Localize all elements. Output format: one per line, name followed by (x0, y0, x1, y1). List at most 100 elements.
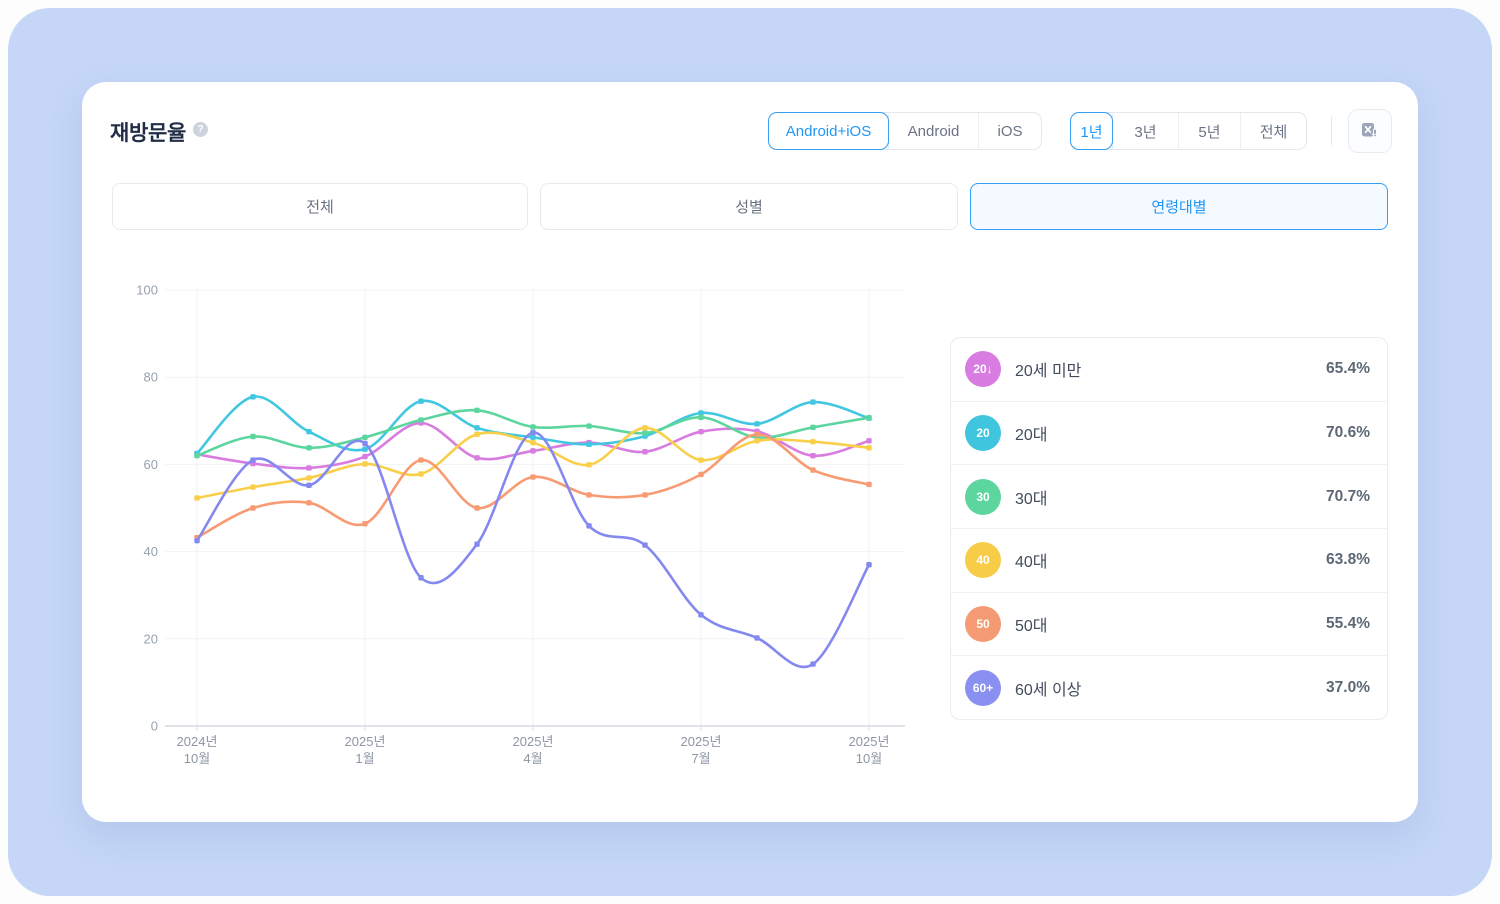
legend-row[interactable]: 60+ 60세 이상 37.0% (951, 655, 1387, 719)
data-point-marker[interactable] (530, 448, 536, 454)
data-point-marker[interactable] (810, 439, 816, 445)
legend-value: 70.6% (1326, 424, 1370, 441)
legend-value: 55.4% (1326, 615, 1370, 633)
data-point-marker[interactable] (754, 438, 760, 444)
data-point-marker[interactable] (418, 457, 424, 463)
data-point-marker[interactable] (362, 453, 368, 460)
data-point-marker[interactable] (642, 425, 648, 431)
data-point-marker[interactable] (306, 482, 312, 489)
data-point-marker[interactable] (642, 449, 648, 455)
data-point-marker[interactable] (866, 481, 872, 488)
data-point-marker[interactable] (586, 492, 592, 498)
x-axis-tick-label: 2025년 10월 (849, 734, 890, 766)
age-group-legend-panel: 20↓ 20세 미만 65.4% 20 20대 70.6% 30 30대 70.7% 40 40대 6… (950, 337, 1388, 720)
data-point-marker[interactable] (754, 431, 760, 438)
data-point-marker[interactable] (250, 484, 256, 490)
data-point-marker[interactable] (250, 394, 256, 400)
data-point-marker[interactable] (362, 446, 368, 452)
legend-row[interactable]: 30 30대 70.7% (951, 464, 1387, 528)
data-point-marker[interactable] (698, 414, 704, 421)
data-point-marker[interactable] (866, 561, 872, 568)
data-point-marker[interactable] (194, 538, 200, 544)
y-axis-tick-label: 0 (151, 719, 158, 734)
data-point-marker[interactable] (418, 471, 424, 477)
data-point-marker[interactable] (698, 471, 704, 478)
data-point-marker[interactable] (306, 500, 312, 506)
legend-label: 50대 (1015, 618, 1048, 636)
data-point-marker[interactable] (194, 452, 200, 459)
data-point-marker[interactable] (810, 424, 816, 431)
tab-period-3년[interactable]: 3년 (1112, 113, 1178, 149)
legend-row[interactable]: 20↓ 20세 미만 65.4% (951, 338, 1387, 401)
data-point-marker[interactable] (306, 429, 312, 435)
legend-value: 70.7% (1326, 487, 1370, 505)
data-point-marker[interactable] (810, 467, 816, 473)
data-point-marker[interactable] (754, 635, 760, 641)
data-point-marker[interactable] (586, 441, 592, 448)
data-point-marker[interactable] (194, 495, 200, 501)
excel-export-button[interactable] (1348, 109, 1392, 153)
data-point-marker[interactable] (810, 661, 816, 667)
data-point-marker[interactable] (418, 575, 424, 581)
excel-download-icon (1362, 123, 1379, 139)
data-point-marker[interactable] (586, 423, 592, 429)
data-point-marker[interactable] (474, 431, 480, 438)
data-point-marker[interactable] (362, 520, 368, 527)
data-point-marker[interactable] (474, 505, 480, 511)
filter-tab-성별[interactable]: 성별 (540, 183, 958, 230)
data-point-marker[interactable] (530, 429, 536, 436)
data-point-marker[interactable] (418, 417, 424, 423)
age-badge-icon: 60+ (965, 669, 1001, 706)
data-point-marker[interactable] (810, 452, 816, 459)
data-point-marker[interactable] (586, 462, 592, 468)
legend-row[interactable]: 40 40대 63.8% (951, 528, 1387, 592)
data-point-marker[interactable] (866, 415, 872, 421)
filter-tab-전체[interactable]: 전체 (112, 183, 528, 230)
age-badge-icon: 20↓ (965, 351, 1001, 388)
data-point-marker[interactable] (866, 445, 872, 451)
legend-row[interactable]: 20 20대 70.6% (951, 400, 1387, 465)
data-point-marker[interactable] (306, 445, 312, 451)
legend-row[interactable]: 50 50대 55.4% (951, 591, 1387, 656)
data-point-marker[interactable] (586, 523, 592, 529)
tab-platform-iOS[interactable]: iOS (978, 113, 1041, 149)
help-icon[interactable]: ? (193, 122, 208, 137)
data-point-marker[interactable] (810, 399, 816, 405)
data-point-marker[interactable] (754, 421, 760, 427)
age-badge-icon: 20 (965, 415, 1001, 451)
data-point-marker[interactable] (530, 439, 536, 446)
tab-platform-Android[interactable]: Android (888, 113, 978, 149)
data-point-marker[interactable] (530, 474, 536, 480)
tab-period-전체[interactable]: 전체 (1240, 113, 1306, 149)
tab-period-5년[interactable]: 5년 (1178, 113, 1240, 149)
data-point-marker[interactable] (306, 465, 312, 471)
data-point-marker[interactable] (698, 612, 704, 618)
y-axis-tick-label: 40 (144, 544, 158, 559)
data-point-marker[interactable] (474, 541, 480, 547)
data-point-marker[interactable] (306, 475, 312, 481)
data-point-marker[interactable] (250, 457, 256, 463)
legend-label: 40대 (1015, 554, 1048, 572)
data-point-marker[interactable] (642, 430, 648, 436)
tab-platform-Android+iOS[interactable]: Android+iOS (768, 112, 889, 150)
data-point-marker[interactable] (642, 542, 648, 548)
data-point-marker[interactable] (698, 410, 704, 416)
filter-tab-연령대별[interactable]: 연령대별 (970, 183, 1388, 230)
data-point-marker[interactable] (530, 434, 536, 441)
data-point-marker[interactable] (642, 492, 648, 498)
tab-period-1년[interactable]: 1년 (1070, 112, 1113, 150)
data-point-marker[interactable] (362, 461, 368, 467)
data-point-marker[interactable] (698, 457, 704, 463)
data-point-marker[interactable] (250, 433, 256, 440)
data-point-marker[interactable] (474, 425, 480, 431)
data-point-marker[interactable] (418, 398, 424, 404)
data-point-marker[interactable] (362, 434, 368, 441)
data-point-marker[interactable] (474, 455, 480, 461)
data-point-marker[interactable] (530, 424, 536, 430)
legend-label: 20대 (1015, 427, 1048, 444)
data-point-marker[interactable] (250, 505, 256, 511)
data-point-marker[interactable] (698, 429, 704, 435)
data-point-marker[interactable] (362, 440, 368, 447)
data-point-marker[interactable] (474, 407, 480, 414)
data-point-marker[interactable] (866, 438, 872, 444)
